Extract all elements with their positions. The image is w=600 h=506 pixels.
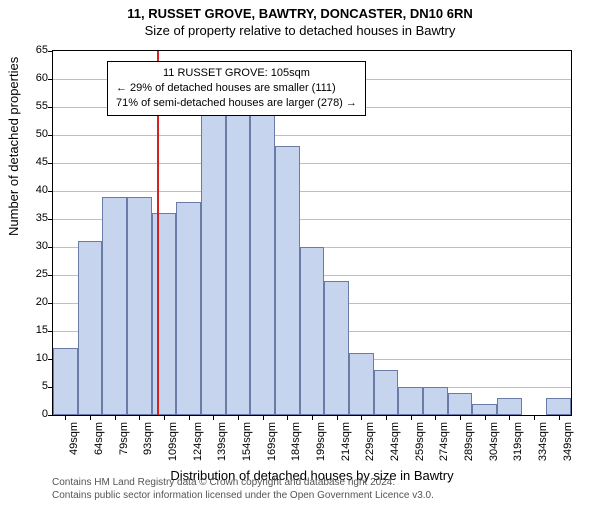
x-tick-mark	[287, 415, 288, 420]
y-tick-label: 65	[24, 44, 48, 56]
plot-area: 11 RUSSET GROVE: 105sqm← 29% of detached…	[52, 50, 572, 416]
callout-box: 11 RUSSET GROVE: 105sqm← 29% of detached…	[107, 61, 366, 116]
y-tick-label: 45	[24, 156, 48, 168]
x-tick-mark	[485, 415, 486, 420]
x-tick-label: 79sqm	[118, 422, 130, 455]
callout-head: 11 RUSSET GROVE: 105sqm	[116, 66, 357, 81]
x-tick-label: 64sqm	[93, 422, 105, 455]
x-tick-label: 259sqm	[414, 422, 426, 461]
callout-line2: ← 29% of detached houses are smaller (11…	[116, 81, 357, 96]
x-tick-label: 124sqm	[192, 422, 204, 461]
attribution-footer: Contains HM Land Registry data © Crown c…	[52, 477, 572, 502]
histogram-bar	[102, 197, 127, 415]
histogram-bar	[53, 348, 78, 415]
histogram-bar	[448, 393, 473, 415]
x-tick-mark	[509, 415, 510, 420]
x-tick-mark	[361, 415, 362, 420]
x-tick-mark	[65, 415, 66, 420]
y-tick-label: 15	[24, 324, 48, 336]
footer-line1: Contains HM Land Registry data © Crown c…	[52, 477, 572, 490]
x-tick-label: 289sqm	[463, 422, 475, 461]
x-tick-label: 93sqm	[142, 422, 154, 455]
y-tick-label: 30	[24, 240, 48, 252]
histogram-bar	[152, 213, 177, 415]
x-tick-mark	[559, 415, 560, 420]
histogram-bar	[423, 387, 448, 415]
x-tick-mark	[115, 415, 116, 420]
x-tick-label: 49sqm	[68, 422, 80, 455]
x-tick-label: 229sqm	[364, 422, 376, 461]
histogram-bar	[275, 146, 300, 415]
x-tick-mark	[337, 415, 338, 420]
x-tick-mark	[411, 415, 412, 420]
y-tick-mark	[48, 415, 53, 416]
x-tick-label: 334sqm	[537, 422, 549, 461]
y-tick-label: 50	[24, 128, 48, 140]
x-tick-mark	[139, 415, 140, 420]
x-tick-label: 244sqm	[389, 422, 401, 461]
y-tick-label: 35	[24, 212, 48, 224]
x-tick-mark	[435, 415, 436, 420]
y-tick-label: 55	[24, 100, 48, 112]
y-tick-label: 40	[24, 184, 48, 196]
x-tick-mark	[213, 415, 214, 420]
x-tick-mark	[386, 415, 387, 420]
y-tick-label: 20	[24, 296, 48, 308]
y-tick-label: 60	[24, 72, 48, 84]
histogram-bar	[374, 370, 399, 415]
x-tick-label: 139sqm	[216, 422, 228, 461]
y-tick-label: 25	[24, 268, 48, 280]
x-tick-mark	[534, 415, 535, 420]
histogram-bar	[398, 387, 423, 415]
y-tick-label: 10	[24, 352, 48, 364]
x-tick-label: 274sqm	[438, 422, 450, 461]
x-tick-label: 304sqm	[488, 422, 500, 461]
histogram-bar	[201, 113, 226, 415]
histogram-bar	[497, 398, 522, 415]
footer-line2: Contains public sector information licen…	[52, 490, 572, 503]
histogram-bar	[176, 202, 201, 415]
x-tick-label: 199sqm	[315, 422, 327, 461]
x-tick-mark	[164, 415, 165, 420]
x-tick-label: 319sqm	[512, 422, 524, 461]
histogram-bar	[300, 247, 325, 415]
histogram-bar	[472, 404, 497, 415]
histogram-bar	[226, 107, 251, 415]
x-tick-mark	[263, 415, 264, 420]
y-tick-label: 5	[24, 380, 48, 392]
x-tick-label: 109sqm	[167, 422, 179, 461]
x-tick-label: 169sqm	[266, 422, 278, 461]
histogram-bar	[546, 398, 571, 415]
x-tick-mark	[189, 415, 190, 420]
histogram-bar	[349, 353, 374, 415]
x-tick-mark	[312, 415, 313, 420]
histogram-chart: 11 RUSSET GROVE: 105sqm← 29% of detached…	[52, 50, 572, 416]
title-line1: 11, RUSSET GROVE, BAWTRY, DONCASTER, DN1…	[0, 6, 600, 21]
x-tick-label: 154sqm	[241, 422, 253, 461]
histogram-bar	[250, 107, 275, 415]
x-tick-label: 214sqm	[340, 422, 352, 461]
x-tick-label: 184sqm	[290, 422, 302, 461]
histogram-bar	[127, 197, 152, 415]
x-tick-mark	[238, 415, 239, 420]
histogram-bar	[78, 241, 103, 415]
histogram-bar	[324, 281, 349, 415]
y-tick-label: 0	[24, 408, 48, 420]
x-tick-mark	[90, 415, 91, 420]
callout-line3: 71% of semi-detached houses are larger (…	[116, 96, 357, 111]
y-axis-label: Number of detached properties	[6, 57, 21, 236]
x-tick-label: 349sqm	[562, 422, 574, 461]
x-tick-mark	[460, 415, 461, 420]
title-line2: Size of property relative to detached ho…	[0, 23, 600, 38]
